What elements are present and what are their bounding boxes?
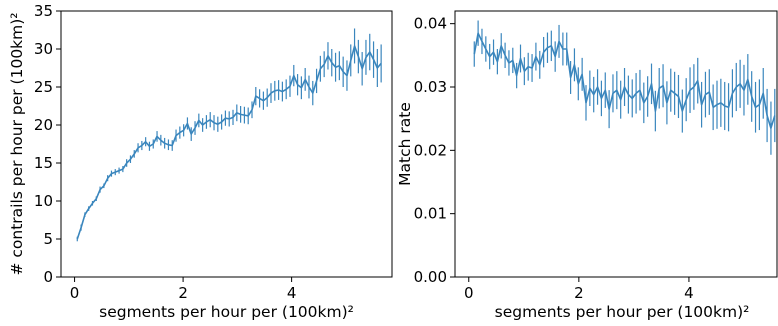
right-x-tick-label: 0 (464, 284, 474, 302)
right-y-tick-label: 0.00 (414, 268, 447, 286)
left-x-tick-label: 4 (287, 284, 297, 302)
right-y-axis-label: Match rate (396, 102, 414, 186)
right-chart-panel: 0 2 4 0.00 0.01 0.02 0.03 0.04 segments per ho… (396, 10, 778, 321)
right-y-tick-label: 0.02 (414, 141, 447, 159)
left-plot-series (76, 28, 382, 242)
left-y-tick-label: 30 (34, 40, 53, 58)
left-x-ticks: 0 2 4 (70, 277, 297, 302)
right-x-tick-label: 4 (684, 284, 694, 302)
right-y-tick-label: 0.04 (414, 15, 447, 33)
left-series-line (76, 45, 382, 240)
left-x-axis-label: segments per hour per (100km)² (99, 303, 354, 321)
right-plot-series (473, 20, 776, 155)
right-x-tick-label: 2 (574, 284, 584, 302)
right-series-line (473, 32, 776, 129)
left-y-tick-label: 0 (43, 268, 53, 286)
left-y-tick-label: 15 (34, 154, 53, 172)
left-y-ticks: 0 5 10 15 20 25 30 35 (34, 2, 61, 286)
left-y-tick-label: 25 (34, 78, 53, 96)
right-plot-frame (454, 10, 778, 278)
left-y-tick-label: 20 (34, 116, 53, 134)
left-y-tick-label: 35 (34, 2, 53, 20)
right-y-tick-label: 0.01 (414, 205, 447, 223)
left-x-tick-label: 2 (178, 284, 188, 302)
left-chart-panel: 0 2 4 0 5 10 15 20 25 30 35 segments per hour per… (8, 2, 393, 321)
right-x-ticks: 0 2 4 (464, 277, 694, 302)
right-y-tick-label: 0.03 (414, 78, 447, 96)
left-x-tick-label: 0 (70, 284, 80, 302)
left-y-tick-label: 5 (43, 230, 53, 248)
left-y-axis-label: # contrails per hour per (100km)² (8, 12, 26, 275)
left-plot-frame (60, 10, 393, 278)
right-x-axis-label: segments per hour per (100km)² (495, 303, 750, 321)
right-y-ticks: 0.00 0.01 0.02 0.03 0.04 (414, 15, 455, 286)
left-y-tick-label: 10 (34, 192, 53, 210)
